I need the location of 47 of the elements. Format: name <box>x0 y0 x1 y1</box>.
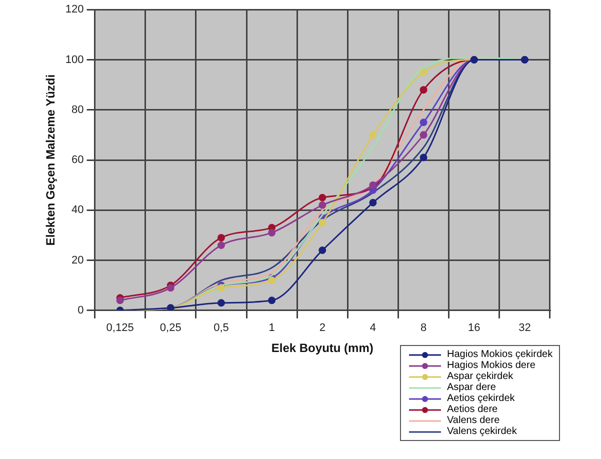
legend-label: Valens dere <box>447 415 500 426</box>
y-tick-label: 100 <box>65 54 84 66</box>
x-tick-label: 0,125 <box>106 322 134 334</box>
point <box>268 228 276 236</box>
point <box>268 296 276 304</box>
x-tick-label: 0,5 <box>214 322 229 334</box>
legend-label: Valens çekirdek <box>447 426 517 437</box>
point <box>217 234 225 242</box>
y-tick-label: 80 <box>72 104 84 116</box>
legend-label: Aetios çekirdek <box>447 393 515 404</box>
point <box>318 201 326 209</box>
point <box>420 131 428 139</box>
point <box>420 68 428 76</box>
y-tick-label: 0 <box>78 304 84 316</box>
point <box>369 131 377 139</box>
x-tick-label: 2 <box>319 322 326 334</box>
point <box>420 154 428 162</box>
point <box>217 241 225 249</box>
legend-label: Aspar dere <box>447 382 496 393</box>
point <box>420 86 428 94</box>
x-tick-label: 4 <box>370 322 376 334</box>
y-tick-label: 20 <box>72 254 84 266</box>
x-tick-label: 0,25 <box>160 322 182 334</box>
legend-label: Hagios Mokios çekirdek <box>447 349 553 360</box>
point <box>420 118 428 126</box>
point <box>217 284 225 292</box>
point <box>369 181 377 189</box>
point <box>217 299 225 307</box>
legend-label: Aspar çekirdek <box>447 371 514 382</box>
point <box>268 276 276 284</box>
x-axis-title: Elek Boyutu (mm) <box>271 341 374 356</box>
point <box>318 246 326 254</box>
x-tick-label: 16 <box>468 322 480 334</box>
point <box>318 194 326 202</box>
y-tick-label: 40 <box>72 204 84 216</box>
point <box>369 198 377 206</box>
point <box>166 284 174 292</box>
legend-label: Aetios dere <box>447 404 498 415</box>
point <box>116 296 124 304</box>
legend-label: Hagios Mokios dere <box>447 360 536 371</box>
y-tick-label: 60 <box>72 154 84 166</box>
x-tick-label: 8 <box>420 322 427 334</box>
x-tick-label: 32 <box>518 322 531 334</box>
x-tick-label: 1 <box>268 322 275 334</box>
y-axis-title: Elekten Geçen Malzeme Yüzdi <box>44 74 58 246</box>
y-tick-label: 120 <box>65 4 84 16</box>
point <box>318 218 326 226</box>
